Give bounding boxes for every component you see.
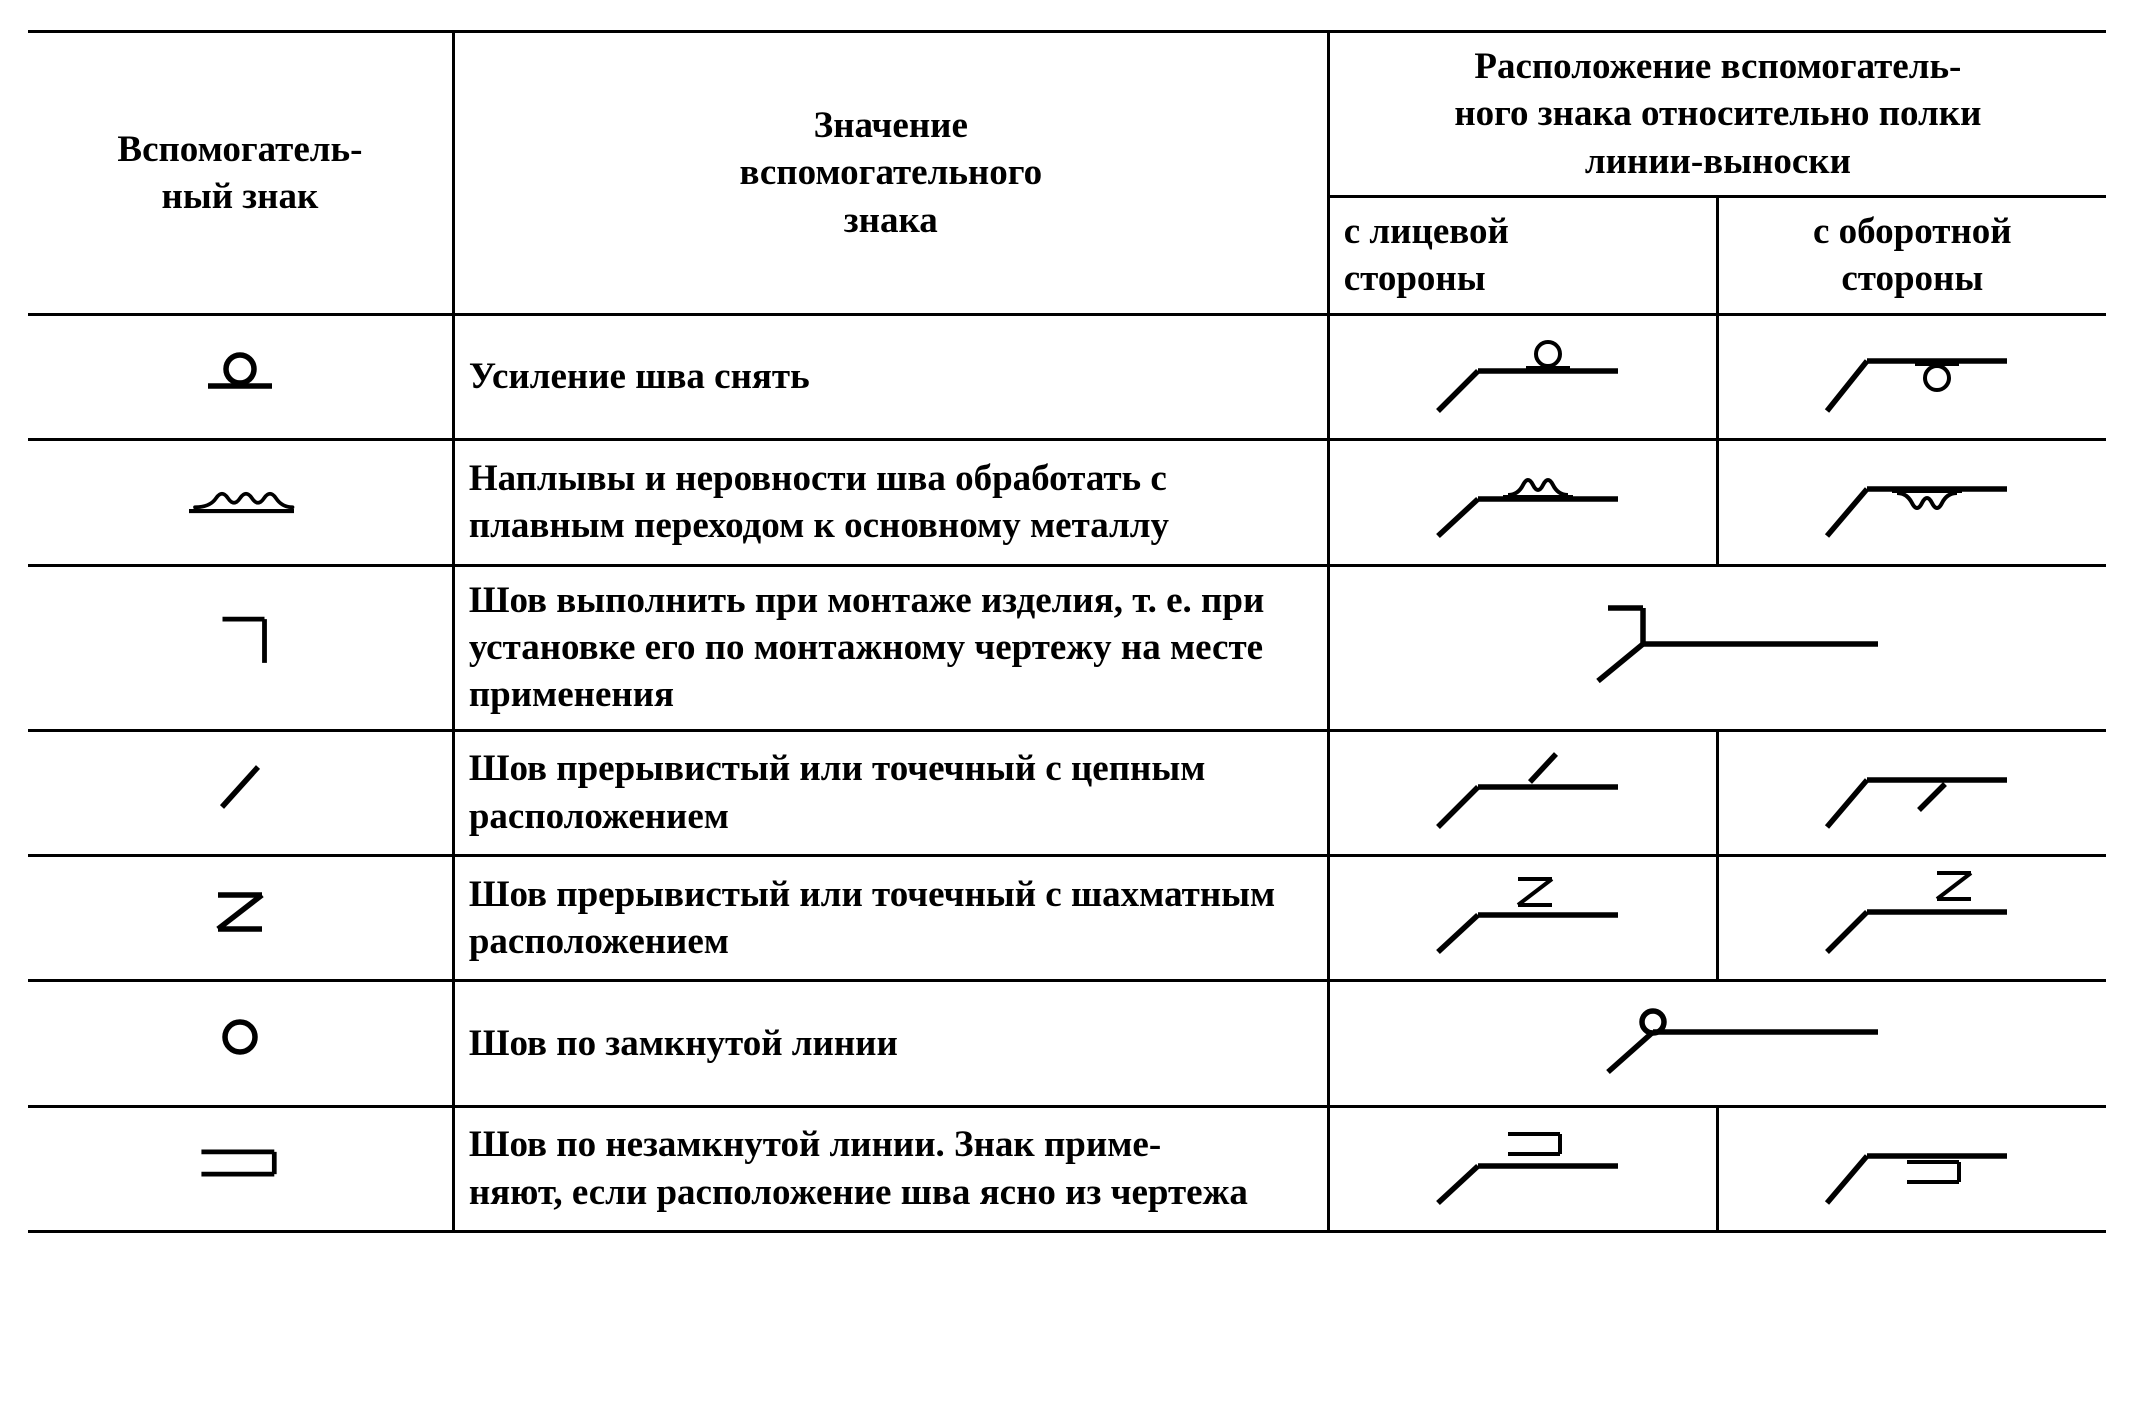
front-cell bbox=[1328, 855, 1717, 980]
meaning-text: Наплывы и неровности шва обработать с пл… bbox=[469, 458, 1169, 546]
front-cell bbox=[1328, 440, 1717, 565]
intermittent-chain-icon bbox=[180, 752, 300, 822]
leader-closed-contour-icon bbox=[1508, 992, 1928, 1082]
header-front: с лицевойстороны bbox=[1328, 197, 1717, 315]
meaning-text: Шов прерывистый или точечный с шахматным… bbox=[469, 874, 1275, 962]
intermittent-stagger-icon bbox=[180, 877, 300, 947]
reverse-cell bbox=[1717, 730, 2106, 855]
meaning-cell: Шов по незамкнутой линии. Знак приме-няю… bbox=[453, 1106, 1328, 1231]
open-contour-icon bbox=[180, 1128, 300, 1198]
table-header: Вспомогатель-ный знак Значениевспомогате… bbox=[28, 32, 2106, 315]
header-position-group-label: Расположение вспомогатель-ного знака отн… bbox=[1454, 46, 1981, 182]
table-row: Шов выполнить при монтаже изделия, т. е.… bbox=[28, 565, 2106, 730]
leader-field-weld-icon bbox=[1508, 596, 1928, 686]
meaning-cell: Усиление шва снять bbox=[453, 314, 1328, 439]
meaning-cell: Шов выполнить при монтаже изделия, т. е.… bbox=[453, 565, 1328, 730]
table-body: Усиление шва снять bbox=[28, 314, 2106, 1231]
header-reverse: с оборотнойстороны bbox=[1717, 197, 2106, 315]
remove-reinforcement-icon bbox=[180, 336, 300, 406]
meaning-text: Шов выполнить при монтаже изделия, т. е.… bbox=[469, 580, 1264, 716]
front-cell bbox=[1328, 314, 1717, 439]
leader-reverse-open-icon bbox=[1797, 1118, 2027, 1208]
front-cell bbox=[1328, 1106, 1717, 1231]
table-row: Шов прерывистый или точечный с цепным ра… bbox=[28, 730, 2106, 855]
closed-contour-icon bbox=[180, 1002, 300, 1072]
reverse-cell bbox=[1717, 855, 2106, 980]
sign-field-weld bbox=[28, 565, 453, 730]
meaning-cell: Шов по замкнутой линии bbox=[453, 981, 1328, 1106]
weld-symbols-table: Вспомогатель-ный знак Значениевспомогате… bbox=[28, 30, 2106, 1233]
meaning-text: Усиление шва снять bbox=[469, 356, 810, 397]
merged-cell bbox=[1328, 981, 2106, 1106]
table-row: Шов прерывистый или точечный с шахматным… bbox=[28, 855, 2106, 980]
leader-reverse-remove-icon bbox=[1797, 326, 2027, 416]
header-meaning: Значениевспомогательногознака bbox=[453, 32, 1328, 315]
reverse-cell bbox=[1717, 440, 2106, 565]
header-meaning-label: Значениевспомогательногознака bbox=[739, 105, 1042, 241]
table-row: Наплывы и неровности шва обработать с пл… bbox=[28, 440, 2106, 565]
meaning-cell: Наплывы и неровности шва обработать с пл… bbox=[453, 440, 1328, 565]
reverse-cell bbox=[1717, 314, 2106, 439]
meaning-text: Шов прерывистый или точечный с цепным ра… bbox=[469, 748, 1206, 836]
sign-remove-reinforcement bbox=[28, 314, 453, 439]
leader-reverse-smooth-icon bbox=[1797, 451, 2027, 541]
leader-reverse-chain-icon bbox=[1797, 742, 2027, 832]
front-cell bbox=[1328, 730, 1717, 855]
leader-front-smooth-icon bbox=[1408, 451, 1638, 541]
meaning-text: Шов по незамкнутой линии. Знак приме-няю… bbox=[469, 1124, 1248, 1212]
reverse-cell bbox=[1717, 1106, 2106, 1231]
header-sign-label: Вспомогатель-ный знак bbox=[117, 129, 362, 217]
header-sign: Вспомогатель-ный знак bbox=[28, 32, 453, 315]
sign-closed-contour bbox=[28, 981, 453, 1106]
header-front-label: с лицевойстороны bbox=[1344, 211, 1509, 299]
leader-reverse-stagger-icon bbox=[1797, 867, 2027, 957]
leader-front-open-icon bbox=[1408, 1118, 1638, 1208]
table-row: Шов по замкнутой линии bbox=[28, 981, 2106, 1106]
merged-cell bbox=[1328, 565, 2106, 730]
header-position-group: Расположение вспомогатель-ного знака отн… bbox=[1328, 32, 2106, 197]
meaning-cell: Шов прерывистый или точечный с цепным ра… bbox=[453, 730, 1328, 855]
sign-open-contour bbox=[28, 1106, 453, 1231]
table-row: Шов по незамкнутой линии. Знак приме-няю… bbox=[28, 1106, 2106, 1231]
meaning-text: Шов по замкнутой линии bbox=[469, 1023, 898, 1064]
sign-intermittent-stagger bbox=[28, 855, 453, 980]
table-row: Усиление шва снять bbox=[28, 314, 2106, 439]
sign-smooth-transition bbox=[28, 440, 453, 565]
leader-front-stagger-icon bbox=[1408, 867, 1638, 957]
smooth-transition-icon bbox=[180, 461, 300, 531]
sign-intermittent-chain bbox=[28, 730, 453, 855]
header-reverse-label: с оборотнойстороны bbox=[1813, 211, 2012, 299]
meaning-cell: Шов прерывистый или точечный с шахматным… bbox=[453, 855, 1328, 980]
leader-front-chain-icon bbox=[1408, 742, 1638, 832]
field-weld-icon bbox=[180, 606, 300, 676]
leader-front-remove-icon bbox=[1408, 326, 1638, 416]
